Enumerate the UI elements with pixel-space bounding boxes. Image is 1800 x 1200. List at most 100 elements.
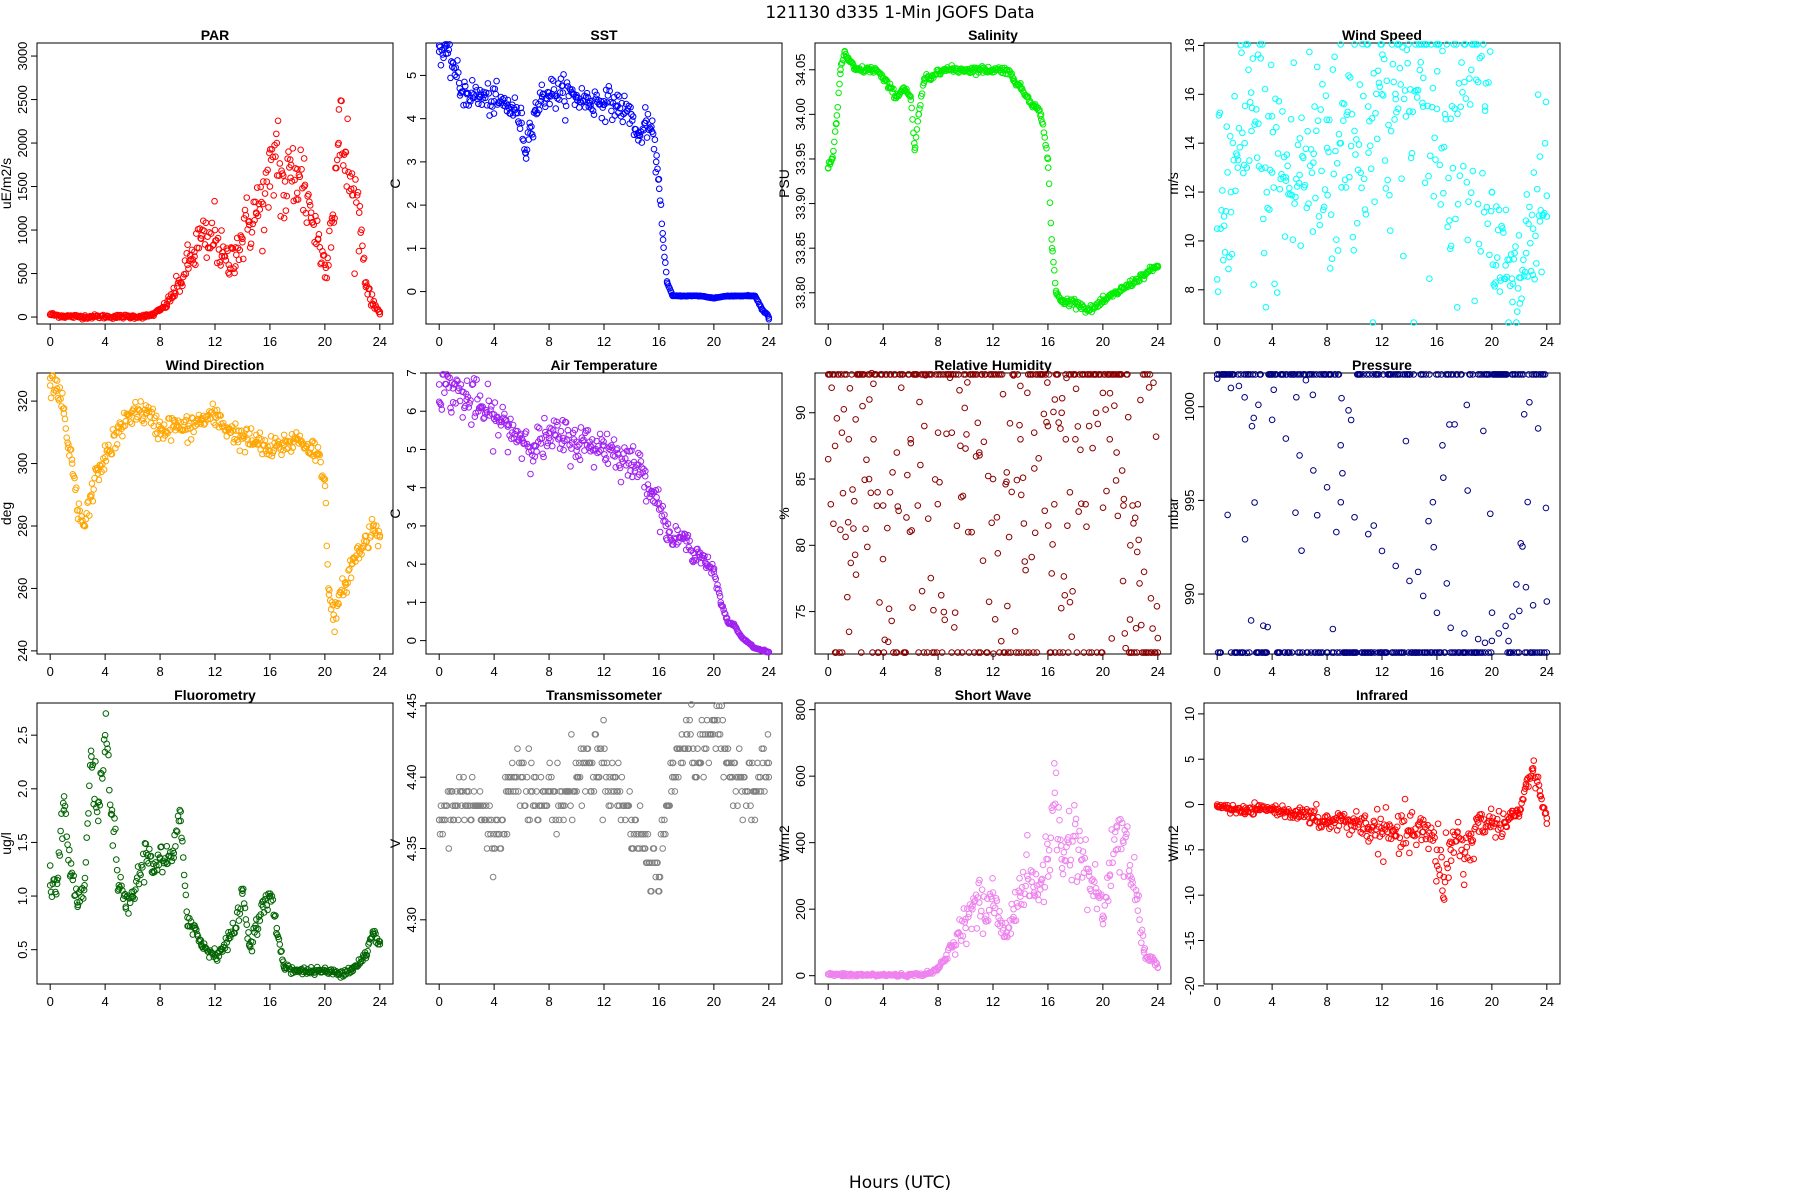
- y-tick-label: 800: [793, 699, 808, 721]
- data-point: [1542, 98, 1550, 106]
- x-tick-label: 0: [1214, 334, 1221, 349]
- data-point: [1443, 580, 1451, 587]
- data-point: [1466, 75, 1473, 82]
- series-scatter: [824, 369, 1162, 658]
- data-point: [588, 436, 596, 443]
- data-point: [1304, 649, 1311, 656]
- series-scatter: [824, 760, 1162, 981]
- data-point: [1046, 199, 1054, 207]
- data-point: [1151, 649, 1159, 656]
- data-point: [266, 442, 274, 450]
- data-point: [242, 916, 250, 923]
- data-point: [237, 905, 244, 913]
- data-point: [1313, 63, 1321, 71]
- data-point: [616, 464, 624, 472]
- data-point: [235, 917, 243, 924]
- data-point: [625, 102, 633, 110]
- data-point: [293, 189, 301, 197]
- data-point: [454, 57, 461, 64]
- data-point: [1024, 92, 1031, 100]
- data-point: [90, 486, 97, 493]
- data-point: [1241, 536, 1249, 543]
- data-point: [280, 214, 288, 222]
- data-point: [1322, 92, 1330, 99]
- data-point: [455, 79, 463, 87]
- data-point: [1144, 371, 1151, 378]
- data-point: [215, 952, 223, 960]
- data-point: [1052, 769, 1060, 777]
- data-point: [80, 886, 88, 894]
- data-point: [1043, 144, 1050, 152]
- data-point: [570, 436, 578, 443]
- y-tick-label: -5: [1182, 844, 1197, 856]
- data-point: [1124, 371, 1131, 378]
- data-point: [468, 421, 475, 428]
- data-point: [897, 384, 905, 391]
- data-point: [239, 890, 246, 897]
- data-point: [874, 488, 881, 496]
- data-point: [1459, 89, 1466, 96]
- y-tick-label: 300: [15, 453, 30, 475]
- data-point: [206, 415, 214, 422]
- data-point: [279, 958, 287, 965]
- x-tick-label: 16: [263, 334, 277, 349]
- data-point: [218, 252, 226, 260]
- data-point: [1057, 604, 1065, 612]
- data-point: [1518, 295, 1525, 303]
- data-point: [318, 259, 325, 267]
- y-tick-label: 5: [1182, 756, 1197, 763]
- data-point: [445, 384, 453, 391]
- data-point: [1510, 255, 1518, 263]
- plot-frame: [425, 372, 783, 655]
- data-point: [1421, 179, 1429, 187]
- data-point: [984, 472, 992, 480]
- data-point: [268, 892, 276, 900]
- data-point: [461, 78, 468, 86]
- data-point: [200, 940, 208, 947]
- data-point: [1497, 277, 1505, 284]
- panel-title: Air Temperature: [550, 357, 657, 373]
- data-point: [1500, 229, 1507, 236]
- data-point: [492, 417, 500, 425]
- data-point: [1044, 873, 1052, 880]
- data-point: [562, 102, 570, 110]
- data-point: [68, 456, 76, 463]
- y-tick-label: -20: [1182, 976, 1197, 995]
- data-point: [1236, 144, 1244, 151]
- data-point: [243, 194, 251, 201]
- x-tick-label: 16: [1041, 664, 1055, 679]
- data-point: [1137, 621, 1145, 629]
- data-point: [1454, 110, 1461, 118]
- data-point: [962, 924, 969, 932]
- data-point: [465, 404, 473, 411]
- data-point: [1250, 281, 1258, 288]
- data-point: [134, 405, 142, 413]
- data-point: [476, 392, 484, 399]
- data-point: [466, 96, 473, 104]
- data-point: [1117, 845, 1125, 853]
- data-point: [1532, 232, 1539, 240]
- x-tick-label: 12: [1375, 994, 1389, 1009]
- plot-frame: [36, 42, 394, 325]
- data-point: [880, 649, 888, 656]
- x-tick-label: 0: [436, 334, 443, 349]
- data-point: [261, 190, 269, 197]
- data-point: [1059, 870, 1067, 878]
- data-point: [1271, 280, 1278, 288]
- data-point: [112, 444, 119, 452]
- data-point: [1141, 945, 1149, 952]
- data-point: [1337, 441, 1344, 449]
- data-point: [1241, 139, 1248, 147]
- data-point: [1092, 371, 1100, 378]
- data-point: [1404, 59, 1411, 67]
- data-point: [62, 425, 70, 432]
- data-point: [1050, 408, 1057, 416]
- data-point: [1326, 265, 1334, 272]
- data-point: [499, 403, 506, 411]
- data-point: [1306, 162, 1314, 170]
- data-point: [1442, 115, 1450, 123]
- data-point: [313, 451, 320, 458]
- data-point: [294, 196, 302, 203]
- data-point: [1481, 103, 1489, 110]
